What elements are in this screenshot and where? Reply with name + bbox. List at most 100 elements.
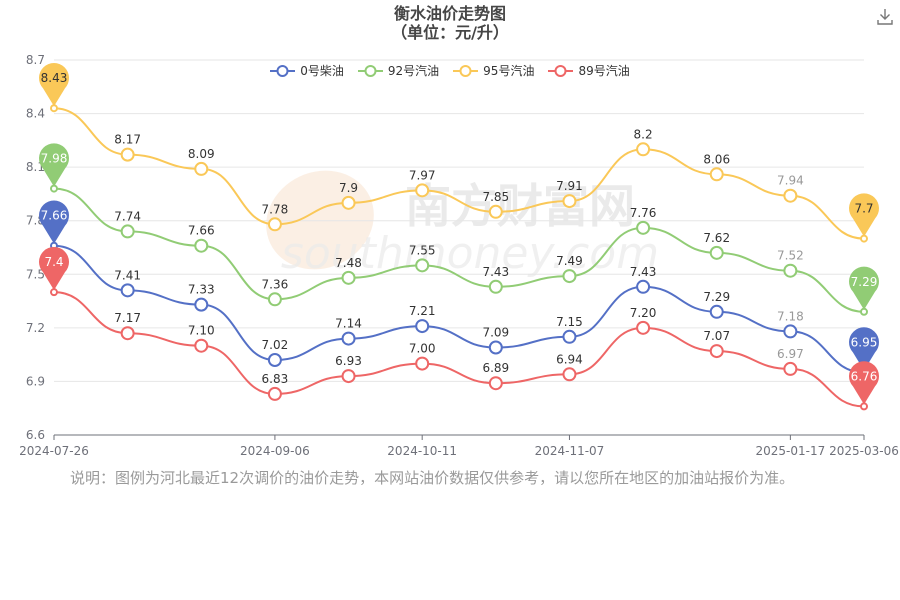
chart-title-unit: （单位：元/升） [391,23,509,42]
data-point [488,376,503,391]
data-label: 6.94 [556,352,583,366]
data-point [341,369,356,384]
data-label: 6.97 [777,347,804,361]
data-label: 7.94 [777,174,804,188]
x-tick-label: 2025-01-17 [755,444,825,458]
value-pin: 8.43 [39,63,69,107]
series-line [53,107,865,240]
data-label: 6.89 [482,361,509,375]
legend-label: 0号柴油 [300,64,344,78]
data-label: 8.09 [188,147,215,161]
data-label: 7.41 [114,268,141,282]
data-point [562,367,577,382]
y-tick-label: 7.2 [26,321,45,335]
data-point [415,183,430,198]
data-label: 7.07 [703,329,730,343]
data-point [636,279,651,294]
series-line [53,291,865,408]
y-tick-label: 8.4 [26,107,45,121]
data-point [120,326,135,341]
watermark-logo [266,170,374,270]
data-point [488,340,503,355]
data-label: 7.85 [482,190,509,204]
y-tick-label: 6.9 [26,374,45,388]
data-point [341,331,356,346]
legend-label: 92号汽油 [387,64,440,78]
download-icon[interactable] [874,6,896,28]
pin-shape [849,266,880,310]
series-line [53,187,865,313]
y-tick-label: 6.6 [26,428,45,442]
data-point [783,361,798,376]
watermark-text-en: southmoney.com [281,228,659,279]
data-point [636,220,651,235]
pin-shape [39,63,69,107]
data-point [709,245,724,260]
pin-label: 7.4 [44,255,63,269]
data-label: 7.17 [114,311,141,325]
y-tick-label: 8.7 [26,53,45,67]
legend-item[interactable]: 95号汽油 [453,62,534,79]
x-tick-label: 2024-07-26 [19,444,89,458]
legend-item[interactable]: 92号汽油 [357,62,440,79]
data-point [709,304,724,319]
data-label: 7.14 [335,317,362,331]
series-group: 7.74 7.66 7.36 7.48 7.55 7.43 7.49 7.76 7.62 7.52… [39,143,880,316]
data-point [415,319,430,334]
x-tick-label: 2024-10-11 [387,444,457,458]
x-tick-label: 2024-11-07 [535,444,605,458]
value-pin: 6.95 [849,327,880,371]
legend-item[interactable]: 0号柴油 [270,62,344,79]
data-label: 8.17 [114,133,141,147]
data-label: 7.09 [482,326,509,340]
series-line [53,244,865,374]
data-point [194,297,209,312]
pin-shape [39,200,69,244]
data-label: 7.18 [777,309,804,323]
pin-shape [39,143,69,187]
data-label: 7.52 [777,249,804,263]
pin-label: 8.43 [41,71,68,85]
legend-marker [357,64,383,77]
data-label: 7.20 [630,306,657,320]
pin-shape [849,361,880,405]
data-point [488,204,503,219]
value-pin: 7.7 [849,193,880,237]
chart-title-main: 衡水油价走势图 [393,4,506,23]
pin-shape [849,193,880,237]
pin-shape [849,327,880,371]
value-pin: 7.29 [849,266,880,310]
legend-marker [270,64,296,77]
data-label: 7.02 [262,338,289,352]
data-point [194,161,209,176]
data-point [267,292,282,307]
data-point [341,195,356,210]
data-label: 7.74 [114,209,141,223]
legend-label: 95号汽油 [483,64,535,78]
data-point [562,329,577,344]
data-point [120,224,135,239]
data-label: 7.91 [556,179,583,193]
pin-label: 6.95 [851,336,878,350]
data-label: 6.83 [262,372,289,386]
data-label: 7.36 [262,277,289,291]
data-point [709,344,724,359]
data-point [783,188,798,203]
data-point [562,269,577,284]
x-tick-label: 2024-09-06 [240,444,310,458]
legend-item[interactable]: 89号汽油 [548,62,630,79]
pin-label: 7.29 [851,275,878,289]
data-point [636,320,651,335]
data-point [267,217,282,232]
series-group: 8.17 8.09 7.78 7.9 7.97 7.85 7.91 8.2 8.06 7.94 8.… [39,63,880,243]
data-label: 8.2 [634,127,653,141]
data-point [194,238,209,253]
data-label: 7.43 [482,265,509,279]
data-point [341,270,356,285]
data-point [636,142,651,157]
data-label: 7.15 [556,315,583,329]
value-pin: 7.4 [39,246,69,291]
legend-label: 89号汽油 [578,64,630,78]
pin-shape [39,246,69,291]
